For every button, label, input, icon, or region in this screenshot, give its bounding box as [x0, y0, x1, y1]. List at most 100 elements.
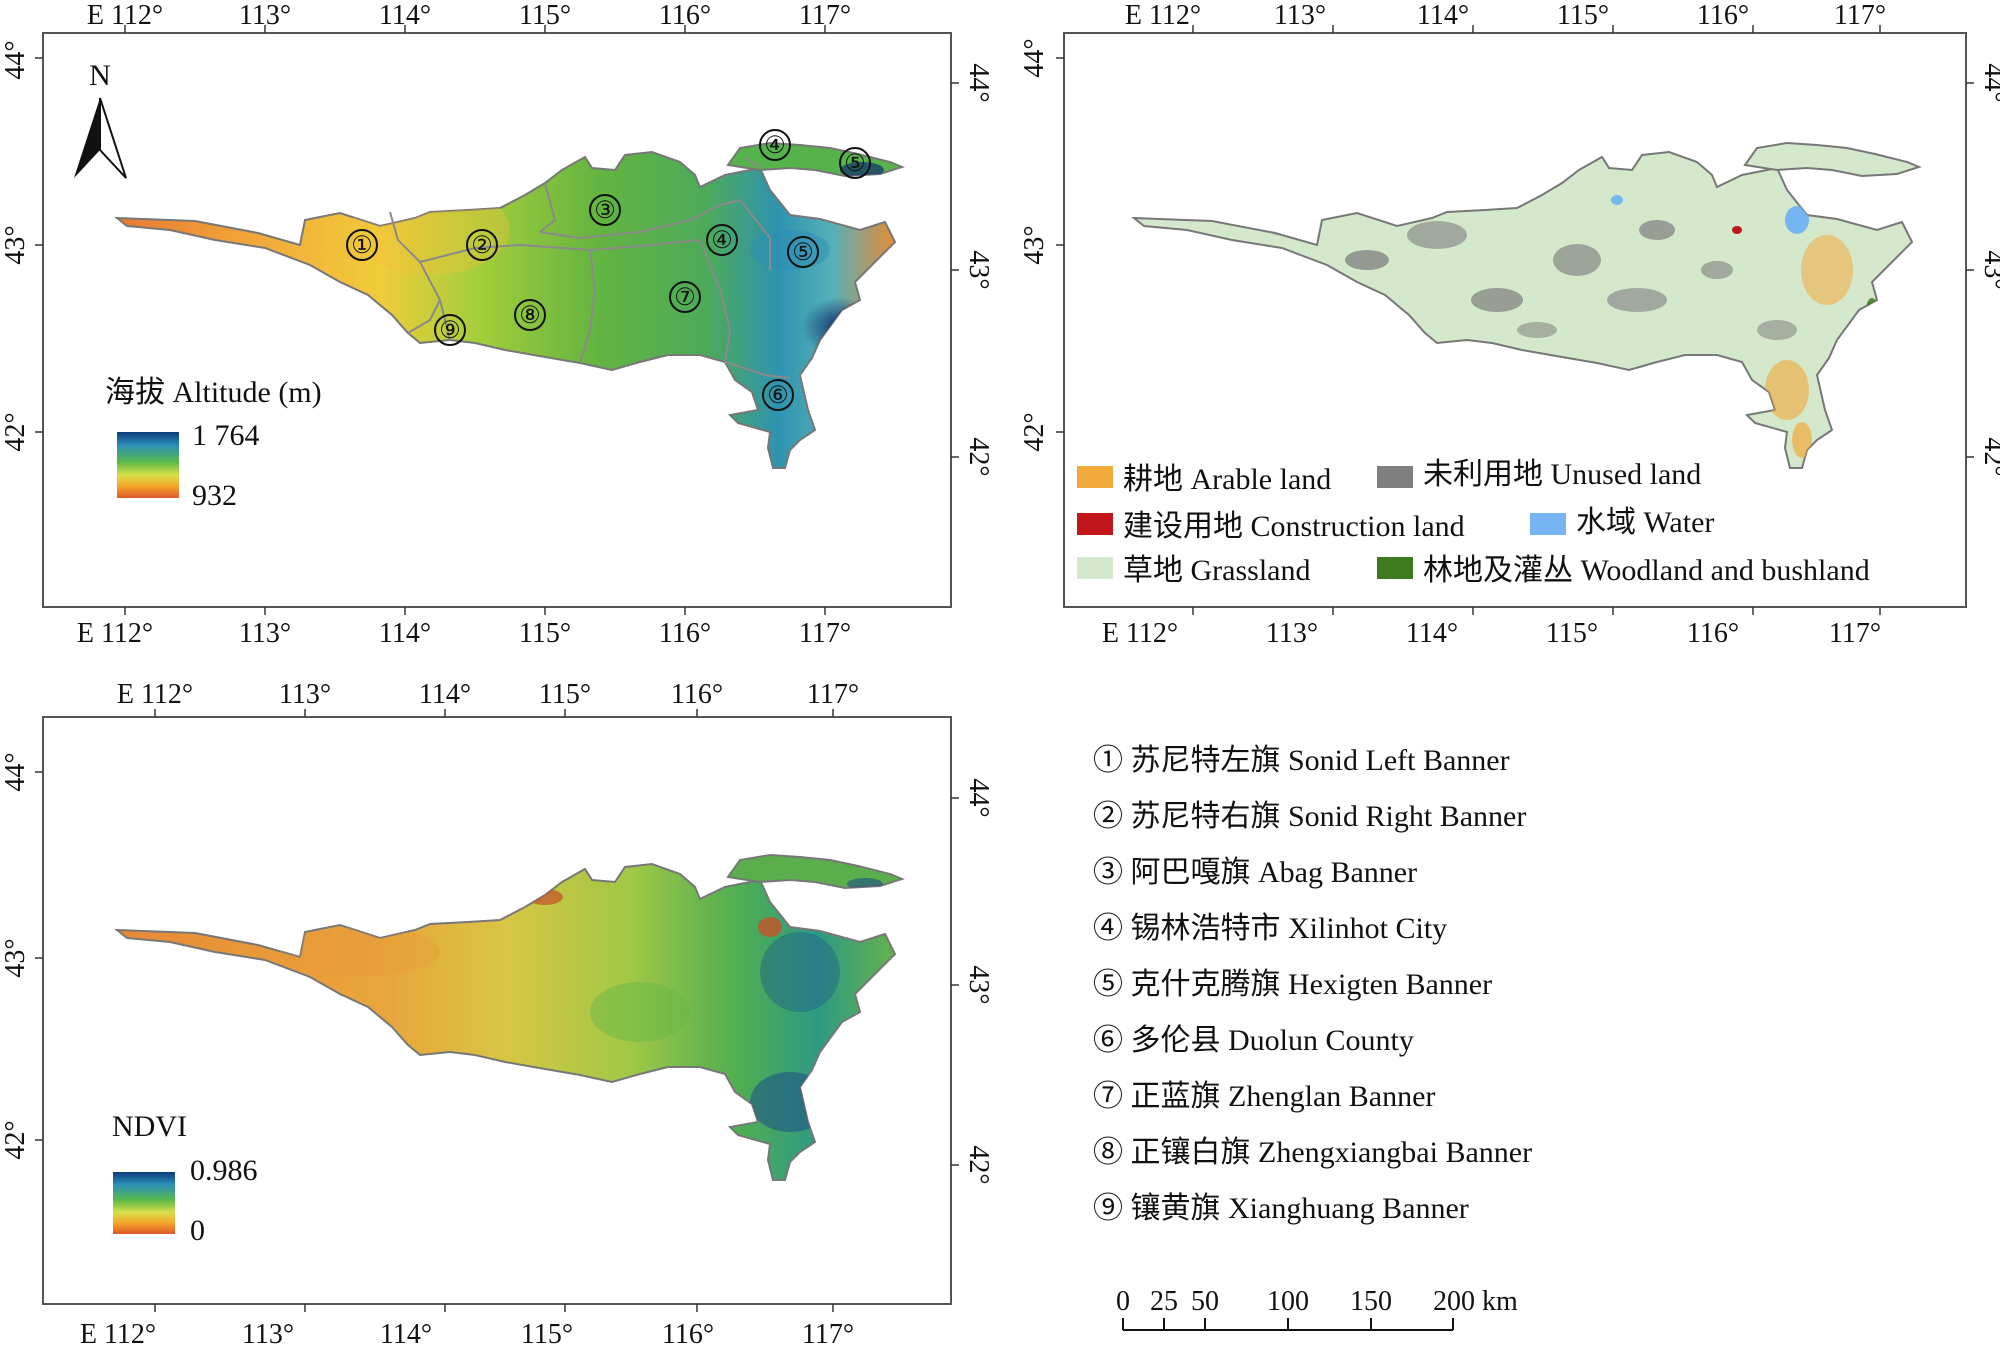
lon-label-bottom: 117° [799, 618, 851, 649]
legend-label-grassland: 草地 Grassland [1123, 554, 1310, 587]
lat-label-right: 43° [1978, 250, 2000, 289]
legend-swatch-unused [1377, 466, 1413, 488]
scale-tick-label: 25 [1150, 1286, 1178, 1317]
lon-label-bottom: 114° [379, 618, 431, 649]
lon-label-top: 113° [279, 679, 331, 710]
legend-label-construction: 建设用地 Construction land [1123, 510, 1465, 543]
altitude-map-ticks [35, 25, 959, 615]
marker-number: ⑥ [767, 383, 789, 409]
lon-label-top: 116° [1697, 0, 1749, 31]
lat-label-right: 43° [963, 965, 994, 1004]
ndvi-legend: NDVI 0.986 0 [112, 1110, 258, 1247]
ndvi-legend-title: NDVI [112, 1110, 187, 1143]
lon-label-bottom: 113° [239, 618, 291, 649]
banner-marker-8 [514, 299, 546, 331]
lon-label-bottom: 117° [802, 1319, 854, 1347]
lon-label-bottom: 114° [1406, 618, 1458, 649]
legend-label-arable: 耕地 Arable land [1123, 463, 1331, 496]
banner-list-item: ⑨ 镶黄旗 Xianghuang Banner [1093, 1192, 1469, 1225]
lon-label-bottom: E 112° [80, 1319, 156, 1347]
lon-label-top: E 112° [1125, 0, 1201, 31]
lat-label-left: 43° [0, 938, 31, 977]
landuse-map-panel: E 112° 113° 114° 115° 116° 117° E 112° 1… [1019, 0, 2000, 649]
lat-label-right: 42° [963, 437, 994, 476]
lat-label-left: 43° [0, 225, 31, 264]
legend-swatch-grassland [1077, 557, 1113, 579]
banner-list-item: ⑥ 多伦县 Duolun County [1093, 1024, 1414, 1057]
banner-marker-5b [787, 236, 819, 268]
legend-label-water: 水域 Water [1576, 506, 1714, 539]
altitude-min-label: 932 [192, 479, 237, 512]
lon-label-top: 117° [799, 0, 851, 31]
lon-label-top: 115° [1557, 0, 1609, 31]
banner-list-item: ④ 锡林浩特市 Xilinhot City [1093, 912, 1447, 945]
lon-label-top: 115° [519, 0, 571, 31]
marker-number: ④ [764, 133, 786, 159]
scale-tick-label: 100 [1267, 1286, 1309, 1317]
banner-list: ① 苏尼特左旗 Sonid Left Banner ② 苏尼特右旗 Sonid … [1093, 744, 1532, 1225]
legend-swatch-woodland [1377, 557, 1413, 579]
lon-label-bottom: 114° [380, 1319, 432, 1347]
lon-label-bottom: 115° [1546, 618, 1598, 649]
lon-label-bottom: 117° [1829, 618, 1881, 649]
lon-label-top: 116° [659, 0, 711, 31]
banner-list-item: ⑦ 正蓝旗 Zhenglan Banner [1093, 1080, 1435, 1113]
scale-tick-label: 200 km [1433, 1286, 1518, 1317]
altitude-map-panel: E 112° 113° 114° 115° 116° 117° E 112° 1… [0, 0, 994, 649]
altitude-legend: 海拔 Altitude (m) 1 764 932 [105, 376, 322, 512]
lon-label-bottom: E 112° [77, 618, 153, 649]
lat-label-left: 44° [0, 752, 31, 791]
lon-label-top: 113° [1274, 0, 1326, 31]
scale-tick-label: 50 [1191, 1286, 1219, 1317]
banner-list-item: ② 苏尼特右旗 Sonid Right Banner [1093, 800, 1526, 833]
altitude-legend-title: 海拔 Altitude (m) [105, 376, 322, 409]
landuse-legend: 耕地 Arable land 未利用地 Unused land 建设用地 Con… [1077, 458, 1870, 587]
banner-list-item: ③ 阿巴嘎旗 Abag Banner [1093, 856, 1417, 889]
altitude-max-label: 1 764 [192, 419, 260, 452]
banner-marker-7 [669, 281, 701, 313]
lat-label-left: 42° [0, 1120, 31, 1159]
lat-label-left: 44° [0, 40, 31, 79]
banner-marker-1 [346, 229, 378, 261]
ndvi-map-panel: E 112° 113° 114° 115° 116° 117° E 112° 1… [0, 679, 994, 1347]
ndvi-map-ticks [35, 709, 959, 1312]
marker-number: ① [351, 233, 373, 259]
lon-label-top: E 112° [117, 679, 193, 710]
legend-label-unused: 未利用地 Unused land [1423, 458, 1701, 491]
lat-label-right: 44° [963, 63, 994, 102]
marker-number: ⑧ [519, 303, 541, 329]
legend-swatch-construction [1077, 513, 1113, 535]
marker-number: ⑦ [674, 285, 696, 311]
lat-label-right: 44° [1978, 63, 2000, 102]
lon-label-bottom: 113° [1266, 618, 1318, 649]
landuse-map-ticks [1056, 25, 1974, 615]
banner-list-item: ⑤ 克什克腾旗 Hexigten Banner [1093, 968, 1492, 1001]
lat-label-right: 43° [963, 250, 994, 289]
banner-marker-numbers: ① ② ③ ④ ④ ⑤ ⑤ ⑥ ⑦ ⑧ ⑨ [351, 133, 866, 409]
banner-marker-4a [759, 129, 791, 161]
marker-number: ② [471, 233, 493, 259]
scale-bar: 0 25 50 100 150 200 km [1116, 1286, 1518, 1331]
lon-label-bottom: E 112° [1102, 618, 1178, 649]
lat-label-right: 42° [963, 1145, 994, 1184]
banner-marker-6 [762, 379, 794, 411]
ndvi-max-label: 0.986 [190, 1154, 258, 1187]
scale-bar-line [1122, 1318, 1454, 1331]
lat-label-left: 44° [1019, 38, 1050, 77]
banner-list-item: ⑧ 正镶白旗 Zhengxiangbai Banner [1093, 1136, 1532, 1169]
ndvi-color-ramp [113, 1172, 175, 1234]
banner-marker-4b [706, 224, 738, 256]
legend-swatch-arable [1077, 466, 1113, 488]
lon-label-top: 116° [671, 679, 723, 710]
north-label: N [89, 59, 111, 92]
lon-label-top: 117° [1834, 0, 1886, 31]
north-arrow: N [74, 59, 127, 179]
legend-label-woodland: 林地及灌丛 Woodland and bushland [1423, 554, 1870, 587]
banner-marker-9 [434, 314, 466, 346]
lon-label-top: 114° [1417, 0, 1469, 31]
lat-label-right: 44° [963, 778, 994, 817]
legend-swatch-water [1530, 513, 1566, 535]
ndvi-min-label: 0 [190, 1214, 205, 1247]
banner-marker-2 [466, 229, 498, 261]
